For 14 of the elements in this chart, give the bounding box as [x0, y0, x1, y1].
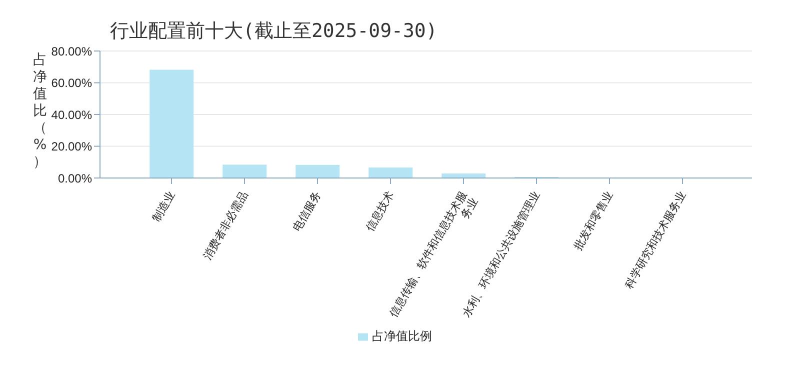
chart-title: 行业配置前十大(截止至2025-09-30) — [110, 19, 438, 44]
x-tick-label: 电信服务 — [290, 189, 324, 234]
x-tick-label: 信息技术 — [363, 189, 397, 234]
legend-label: 占净值比例 — [372, 329, 432, 343]
x-tick-label: 消费者非必需品 — [200, 189, 251, 262]
y-axis-title: 占净值比（%） — [33, 52, 47, 170]
x-tick-label: 制造业 — [150, 189, 178, 224]
y-tick-label: 40.00% — [51, 108, 92, 122]
y-tick-label: 60.00% — [51, 76, 92, 90]
y-tick-label: 20.00% — [51, 140, 92, 154]
x-tick-label: 科学研究和技术服务业 — [622, 189, 689, 291]
x-tick-label: 批发和零售业 — [571, 189, 616, 253]
y-tick-label: 0.00% — [58, 171, 92, 186]
y-tick-label: 80.00% — [51, 44, 92, 58]
